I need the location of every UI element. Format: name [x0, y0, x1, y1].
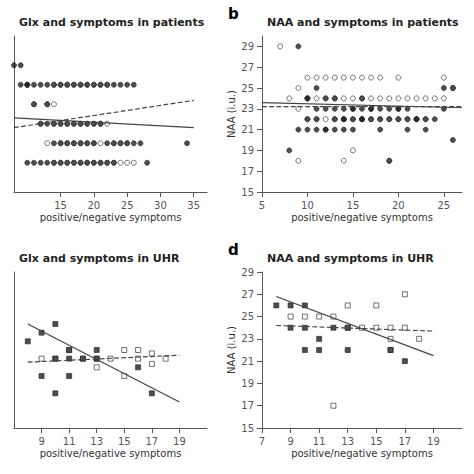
svg-text:NAA (i.u.): NAA (i.u.)	[226, 90, 237, 138]
svg-text:27: 27	[241, 289, 254, 300]
svg-text:19: 19	[173, 436, 186, 447]
svg-text:20: 20	[392, 200, 405, 211]
svg-text:10: 10	[301, 200, 314, 211]
svg-text:27: 27	[241, 62, 254, 73]
svg-text:11: 11	[313, 436, 326, 447]
svg-text:Glx and symptoms in UHR: Glx and symptoms in UHR	[19, 252, 180, 265]
svg-text:15: 15	[241, 423, 254, 434]
svg-text:25: 25	[241, 83, 254, 94]
svg-text:35: 35	[187, 200, 200, 211]
svg-text:17: 17	[241, 166, 254, 177]
svg-text:15: 15	[54, 200, 67, 211]
svg-text:b: b	[228, 5, 239, 23]
svg-text:NAA and symptoms in UHR: NAA and symptoms in UHR	[267, 252, 434, 265]
svg-text:19: 19	[427, 436, 440, 447]
svg-text:NAA (i.u.): NAA (i.u.)	[226, 326, 237, 374]
svg-text:7: 7	[259, 436, 265, 447]
svg-text:Glx and symptoms in patients: Glx and symptoms in patients	[19, 16, 205, 29]
svg-text:25: 25	[437, 200, 450, 211]
svg-text:11: 11	[63, 436, 76, 447]
svg-text:19: 19	[241, 145, 254, 156]
svg-text:20: 20	[87, 200, 100, 211]
svg-text:positive/negative symptoms: positive/negative symptoms	[291, 448, 433, 459]
svg-text:25: 25	[121, 200, 134, 211]
svg-text:17: 17	[398, 436, 411, 447]
svg-text:21: 21	[241, 356, 254, 367]
svg-text:positive/negative symptoms: positive/negative symptoms	[40, 448, 182, 459]
svg-text:17: 17	[145, 436, 158, 447]
svg-text:13: 13	[341, 436, 354, 447]
svg-text:9: 9	[287, 436, 293, 447]
svg-text:15: 15	[347, 200, 360, 211]
svg-text:15: 15	[118, 436, 131, 447]
svg-text:30: 30	[154, 200, 167, 211]
svg-text:15: 15	[241, 187, 254, 198]
svg-text:positive/negative symptoms: positive/negative symptoms	[40, 212, 182, 223]
svg-text:29: 29	[241, 41, 254, 52]
svg-text:17: 17	[241, 400, 254, 411]
svg-text:29: 29	[241, 267, 254, 278]
svg-text:positive/negative symptoms: positive/negative symptoms	[291, 212, 433, 223]
svg-text:21: 21	[241, 124, 254, 135]
svg-text:9: 9	[38, 436, 44, 447]
svg-text:19: 19	[241, 378, 254, 389]
svg-text:23: 23	[241, 333, 254, 344]
svg-text:d: d	[228, 241, 239, 259]
svg-text:5: 5	[259, 200, 265, 211]
svg-text:23: 23	[241, 103, 254, 114]
svg-text:25: 25	[241, 311, 254, 322]
svg-text:NAA and symptoms in patients: NAA and symptoms in patients	[267, 16, 459, 29]
svg-text:13: 13	[90, 436, 103, 447]
svg-text:15: 15	[370, 436, 383, 447]
